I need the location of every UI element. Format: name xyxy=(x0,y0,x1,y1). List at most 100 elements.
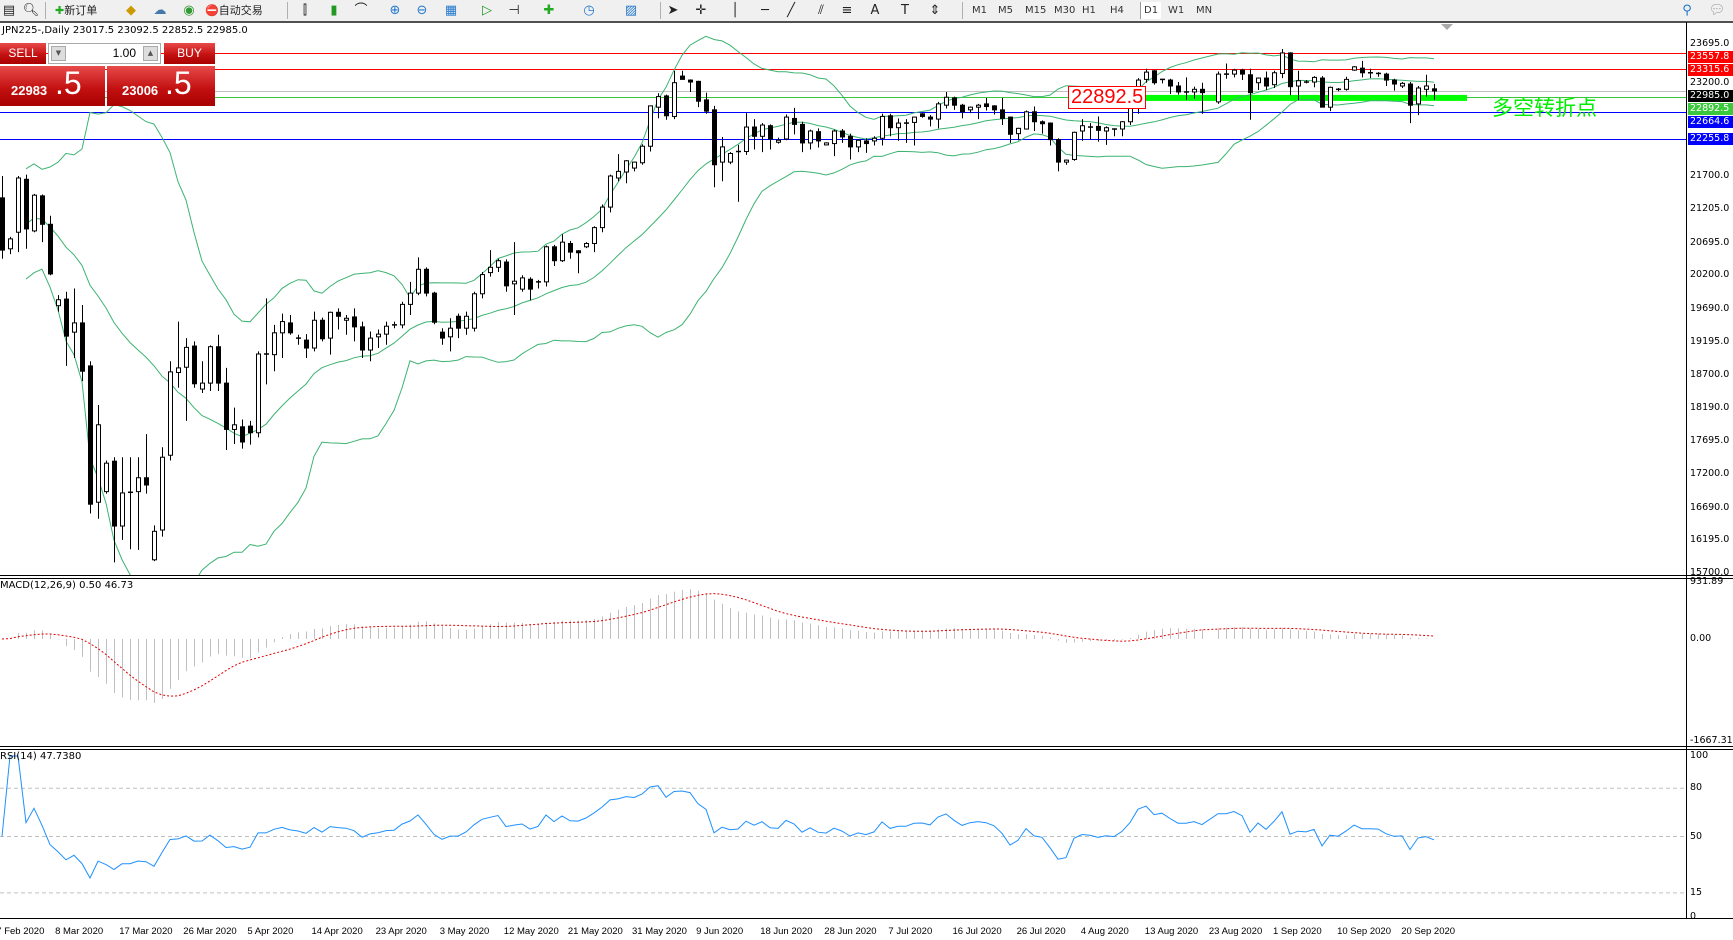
candle-body-bull xyxy=(8,238,13,250)
periods-icon[interactable]: ◷ xyxy=(583,3,595,18)
timeframe-m5[interactable]: M5 xyxy=(998,5,1013,16)
candle xyxy=(1216,71,1221,104)
zoom-in-icon[interactable]: ⊕ xyxy=(389,3,401,18)
text-icon[interactable]: A xyxy=(870,3,880,18)
candle xyxy=(888,113,893,137)
candle-body-bear xyxy=(712,109,717,166)
text-label-icon[interactable]: T xyxy=(901,3,909,18)
candle-body-bear xyxy=(1288,52,1293,88)
market-watch-icon[interactable]: ◆ xyxy=(126,3,136,18)
candle-body-bear xyxy=(1048,122,1053,141)
candle-body-bull xyxy=(200,382,205,390)
fibonacci-icon[interactable]: ≡ xyxy=(841,3,853,18)
zoom-out-icon[interactable]: ⊖ xyxy=(416,3,428,18)
equidistant-channel-icon[interactable]: ⫽ xyxy=(818,3,824,18)
timeframe-h4[interactable]: H4 xyxy=(1110,5,1124,16)
candle-body-bear xyxy=(552,246,557,262)
candle xyxy=(752,119,757,150)
candle-body-bull xyxy=(784,116,789,140)
candle-body-bear xyxy=(1240,69,1245,75)
signals-icon[interactable]: ◉ xyxy=(183,3,195,18)
candle xyxy=(1184,77,1189,100)
candle xyxy=(928,115,933,127)
buy-price-fraction: .5 xyxy=(165,65,192,101)
horizontal-line-icon[interactable]: ─ xyxy=(761,3,769,18)
lot-decrease-button[interactable]: ▼ xyxy=(51,46,66,61)
candle xyxy=(824,142,829,146)
lot-size-input[interactable]: ▼ 1.00 ▲ xyxy=(48,43,161,64)
candle xyxy=(368,331,373,362)
date-axis-label: 23 Aug 2020 xyxy=(1208,926,1263,937)
candle xyxy=(1248,68,1253,120)
sell-button[interactable]: SELL xyxy=(0,43,46,64)
data-window-icon[interactable]: ☁ xyxy=(153,3,167,18)
chat-icon[interactable]: 💬︎ xyxy=(1708,3,1726,18)
chart-shift-marker-icon xyxy=(1441,24,1453,30)
indicators-icon[interactable]: ✚ xyxy=(543,3,555,18)
auto-trade-button[interactable]: ⛔自动交易 xyxy=(205,2,263,19)
buy-price-button[interactable]: 23006 .5 xyxy=(107,65,215,106)
candle xyxy=(792,107,797,135)
vertical-line-icon[interactable]: │ xyxy=(731,3,739,18)
pivot-zone-bar xyxy=(1146,94,1467,101)
candle xyxy=(528,277,533,301)
candle xyxy=(1376,72,1381,77)
candle-body-bear xyxy=(664,95,669,117)
candle-body-bear xyxy=(1392,79,1397,85)
candle xyxy=(1072,131,1077,161)
candle-body-bull xyxy=(16,177,21,233)
candle-body-bear xyxy=(680,75,685,80)
sell-price-button[interactable]: 22983 .5 xyxy=(0,65,105,106)
candle xyxy=(392,321,397,329)
buy-price-main: 23006 xyxy=(122,83,159,98)
price-axis-label: 17695.0 xyxy=(1690,435,1730,446)
timeframe-m30[interactable]: M30 xyxy=(1054,5,1076,16)
bar-chart-icon[interactable]: ⫿ xyxy=(302,3,308,18)
candle xyxy=(16,176,21,253)
candle xyxy=(464,311,469,335)
trendline-icon[interactable]: ╱ xyxy=(787,3,795,18)
new-chart-icon[interactable]: ▤ xyxy=(2,3,16,18)
lot-increase-button[interactable]: ▲ xyxy=(143,46,158,61)
crosshair-icon[interactable]: ✛ xyxy=(695,3,707,18)
macd-axis-label: 931.89 xyxy=(1690,575,1724,587)
macd-axis-label: 0.00 xyxy=(1690,633,1712,644)
line-chart-icon[interactable]: ⌒ xyxy=(354,3,368,18)
cursor-icon[interactable]: ➤ xyxy=(667,3,679,18)
buy-button[interactable]: BUY xyxy=(164,43,215,64)
arrows-icon[interactable]: ⇕ xyxy=(929,3,941,18)
timeframe-m15[interactable]: M15 xyxy=(1025,5,1047,16)
zoom-chart-icon[interactable]: 🔍︎ xyxy=(22,3,40,18)
tile-windows-icon[interactable]: ▦ xyxy=(444,3,458,18)
candle-body-bull xyxy=(1144,71,1149,80)
candle xyxy=(744,113,749,155)
autoscroll-icon[interactable]: ▷ xyxy=(482,3,492,18)
new-order-button[interactable]: ✚新订单 xyxy=(55,2,97,19)
candle-body-bull xyxy=(256,353,261,434)
timeframe-h1[interactable]: H1 xyxy=(1082,5,1096,16)
candle-body-bear xyxy=(688,79,693,83)
candle-body-bull xyxy=(968,106,973,111)
candle xyxy=(784,114,789,141)
candle xyxy=(104,460,109,494)
templates-icon[interactable]: ▨ xyxy=(624,3,638,18)
price-level-tag: 22255.8 xyxy=(1688,133,1733,146)
candle xyxy=(720,136,725,182)
candle-body-bull xyxy=(648,105,653,147)
chart-shift-icon[interactable]: ⊣ xyxy=(508,3,520,18)
timeframe-mn[interactable]: MN xyxy=(1196,5,1213,16)
timeframe-w1[interactable]: W1 xyxy=(1168,5,1185,16)
timeframe-d1[interactable]: D1 xyxy=(1140,2,1162,19)
candle xyxy=(128,457,133,550)
candle xyxy=(272,324,277,372)
candle xyxy=(1144,68,1149,83)
timeframe-m1[interactable]: M1 xyxy=(972,5,987,16)
candle xyxy=(376,329,381,349)
date-axis-label: 23 Apr 2020 xyxy=(375,926,427,937)
candle-body-bear xyxy=(248,425,253,434)
search-icon[interactable]: ⚲ xyxy=(1682,3,1692,18)
candle-body-bear xyxy=(1432,88,1437,92)
candle-body-bull xyxy=(832,130,837,145)
candlestick-icon[interactable]: ▮ xyxy=(330,3,338,18)
